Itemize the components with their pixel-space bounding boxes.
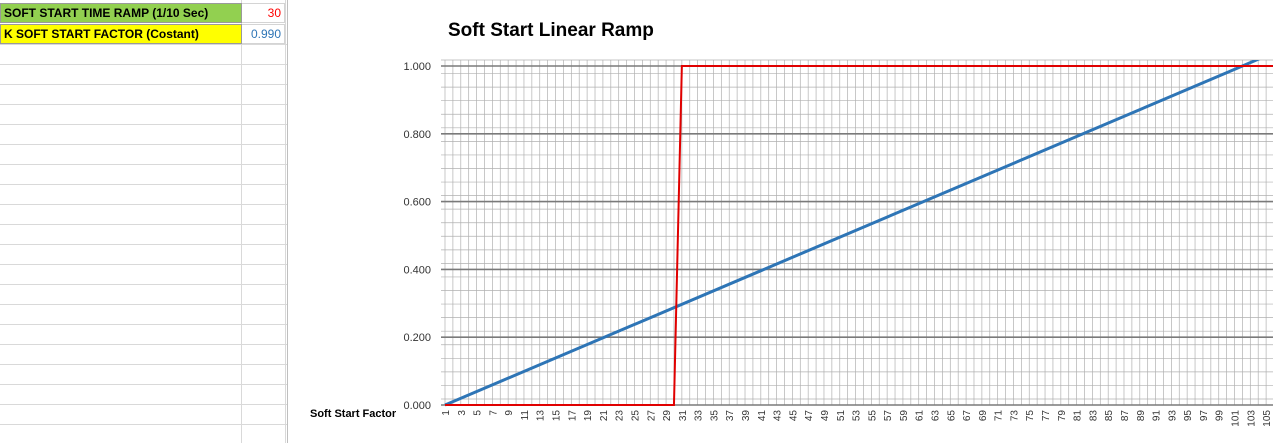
cell-soft-start-time-ramp-value[interactable]: 30: [242, 3, 285, 23]
cell-k-soft-start-factor-value[interactable]: 0.990: [242, 24, 285, 44]
chart-area[interactable]: Soft Start Linear Ramp Soft Start Factor…: [287, 0, 1273, 443]
x-tick-label: 49: [820, 410, 831, 422]
x-tick-label: 75: [1025, 410, 1036, 422]
sheet-row-line: [0, 364, 287, 365]
x-tick-label: 9: [504, 410, 515, 416]
x-axis-ticks: 1 3 5 7 9 11 13 15 17 19 21 23 25 27 29 31 33 35 37 39 41 43 4…: [441, 410, 1273, 427]
spreadsheet-area: SOFT START TIME RAMP (1/10 Sec) 30 K SOF…: [0, 0, 287, 443]
sheet-row-line: [0, 44, 287, 45]
sheet-row-line: [0, 324, 287, 325]
x-tick-label: 59: [899, 410, 910, 422]
y-tick-label: 0.600: [403, 197, 431, 209]
x-tick-label: 35: [709, 410, 720, 422]
x-tick-label: 67: [962, 410, 973, 422]
cell-soft-start-time-ramp-label[interactable]: SOFT START TIME RAMP (1/10 Sec): [0, 3, 242, 23]
x-tick-label: 93: [1167, 410, 1178, 422]
x-tick-label: 101: [1231, 410, 1242, 427]
x-tick-label: 39: [741, 410, 752, 422]
sheet-row-line: [0, 184, 287, 185]
cell-k-soft-start-factor-label[interactable]: K SOFT START FACTOR (Costant): [0, 24, 242, 44]
y-tick-label: 0.800: [403, 129, 431, 141]
x-tick-label: 43: [773, 410, 784, 422]
x-tick-label: 79: [1057, 410, 1068, 422]
chart-svg: Soft Start Linear Ramp Soft Start Factor…: [310, 20, 1273, 427]
series-lines: [444, 60, 1273, 407]
x-tick-label: 71: [994, 410, 1005, 422]
sheet-row-line: [0, 284, 287, 285]
chart-title: Soft Start Linear Ramp: [448, 20, 654, 41]
sheet-row-line: [0, 304, 287, 305]
x-tick-label: 91: [1152, 410, 1163, 422]
x-tick-label: 105: [1262, 410, 1273, 427]
x-tick-label: 5: [473, 410, 484, 416]
x-tick-label: 25: [630, 410, 641, 422]
sheet-row-line: [0, 344, 287, 345]
x-tick-label: 33: [694, 410, 705, 422]
sheet-col-line: [285, 0, 286, 443]
x-tick-label: 99: [1215, 410, 1226, 422]
x-tick-label: 97: [1199, 410, 1210, 422]
x-tick-label: 7: [488, 410, 499, 416]
sheet-row-line: [0, 64, 287, 65]
x-tick-label: 17: [567, 410, 578, 422]
x-tick-label: 69: [978, 410, 989, 422]
x-tick-label: 3: [457, 410, 468, 416]
sheet-row-line: [0, 424, 287, 425]
x-tick-label: 55: [867, 410, 878, 422]
x-tick-label: 51: [836, 410, 847, 422]
sheet-row-line: [0, 84, 287, 85]
x-tick-label: 27: [646, 410, 657, 422]
x-tick-label: 89: [1136, 410, 1147, 422]
x-tick-label: 1: [441, 410, 452, 416]
sheet-row-line: [0, 404, 287, 405]
x-tick-label: 73: [1009, 410, 1020, 422]
sheet-col-line: [241, 0, 242, 443]
x-tick-label: 23: [615, 410, 626, 422]
x-tick-label: 19: [583, 410, 594, 422]
x-tick-label: 85: [1104, 410, 1115, 422]
series-line-step: [445, 65, 1273, 406]
legend-label: Soft Start Factor: [310, 408, 397, 420]
y-tick-label: 0.200: [403, 332, 431, 344]
x-tick-label: 53: [852, 410, 863, 422]
x-tick-label: 37: [725, 410, 736, 422]
series-line-linear-ramp: [444, 60, 1261, 407]
sheet-row-line: [0, 244, 287, 245]
x-tick-label: 103: [1246, 410, 1257, 427]
x-tick-label: 13: [536, 410, 547, 422]
sheet-row-line: [0, 224, 287, 225]
x-tick-label: 47: [804, 410, 815, 422]
x-tick-label: 29: [662, 410, 673, 422]
x-tick-label: 15: [552, 410, 563, 422]
x-tick-label: 83: [1088, 410, 1099, 422]
sheet-row-line: [0, 124, 287, 125]
x-tick-label: 65: [946, 410, 957, 422]
x-tick-label: 87: [1120, 410, 1131, 422]
y-tick-label: 1.000: [403, 61, 431, 73]
sheet-row-line: [0, 104, 287, 105]
sheet-row-line: [0, 164, 287, 165]
y-axis-ticks: 1.000 0.800 0.600 0.400 0.200 0.000: [403, 61, 431, 412]
sheet-row-line: [0, 204, 287, 205]
x-tick-label: 31: [678, 410, 689, 422]
sheet-row-line: [0, 144, 287, 145]
y-tick-label: 0.400: [403, 264, 431, 276]
x-tick-label: 63: [931, 410, 942, 422]
x-tick-label: 95: [1183, 410, 1194, 422]
x-tick-label: 45: [788, 410, 799, 422]
sheet-row-line: [0, 264, 287, 265]
minor-gridlines: [441, 59, 1273, 405]
y-tick-label: 0.000: [403, 400, 431, 412]
x-tick-label: 41: [757, 410, 768, 422]
sheet-row-line: [0, 384, 287, 385]
x-tick-label: 77: [1041, 410, 1052, 422]
x-tick-label: 61: [915, 410, 926, 422]
x-tick-label: 57: [883, 410, 894, 422]
x-tick-label: 11: [520, 410, 531, 421]
x-tick-label: 81: [1073, 410, 1084, 422]
x-tick-label: 21: [599, 410, 610, 422]
